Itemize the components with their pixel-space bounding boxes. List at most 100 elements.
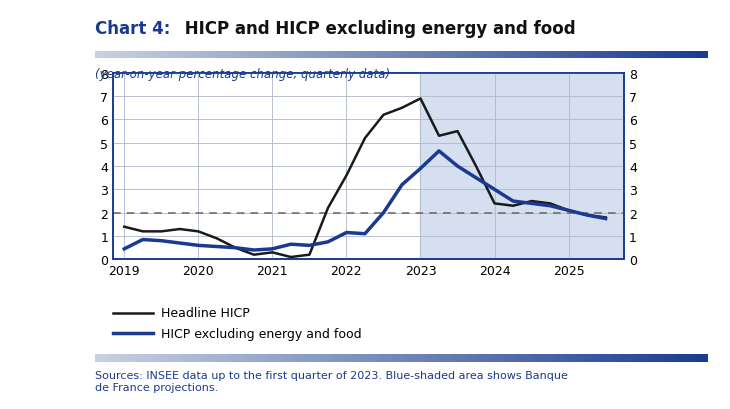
Bar xyxy=(291,52,294,59)
Bar xyxy=(110,52,113,59)
Bar xyxy=(457,355,460,362)
Bar xyxy=(662,355,665,362)
Bar xyxy=(637,355,641,362)
Bar xyxy=(491,355,493,362)
Bar xyxy=(411,52,414,59)
Bar xyxy=(453,52,457,59)
Bar xyxy=(174,52,177,59)
Bar xyxy=(356,52,358,59)
Bar xyxy=(524,355,527,362)
Bar xyxy=(472,355,475,362)
Bar xyxy=(552,52,555,59)
Bar xyxy=(503,355,506,362)
Bar xyxy=(672,355,675,362)
Bar xyxy=(346,52,350,59)
Bar xyxy=(515,52,518,59)
Text: HICP excluding energy and food: HICP excluding energy and food xyxy=(161,327,361,340)
Bar xyxy=(310,355,312,362)
Bar xyxy=(386,52,389,59)
Bar xyxy=(98,52,101,59)
Bar xyxy=(300,355,304,362)
Bar xyxy=(527,355,530,362)
Bar xyxy=(150,355,153,362)
Bar xyxy=(361,52,365,59)
Bar xyxy=(662,52,665,59)
Bar xyxy=(499,355,503,362)
Bar xyxy=(426,52,429,59)
Bar xyxy=(223,355,227,362)
Bar xyxy=(273,52,276,59)
Bar xyxy=(196,355,199,362)
Bar xyxy=(356,355,358,362)
Bar xyxy=(537,355,539,362)
Bar xyxy=(291,355,294,362)
Bar xyxy=(196,52,199,59)
Bar xyxy=(169,355,172,362)
Bar xyxy=(101,355,104,362)
Bar xyxy=(610,355,613,362)
Bar xyxy=(634,52,637,59)
Bar xyxy=(300,52,304,59)
Bar xyxy=(539,355,542,362)
Bar xyxy=(312,52,315,59)
Bar xyxy=(236,355,239,362)
Bar xyxy=(98,355,101,362)
Bar xyxy=(386,355,389,362)
Bar xyxy=(307,355,310,362)
Bar xyxy=(690,355,693,362)
Bar xyxy=(223,52,227,59)
Bar xyxy=(266,52,269,59)
Bar xyxy=(447,355,450,362)
Bar xyxy=(545,52,549,59)
Bar xyxy=(420,52,423,59)
Bar xyxy=(319,52,322,59)
Bar xyxy=(104,52,107,59)
Bar xyxy=(190,52,193,59)
Bar xyxy=(215,52,218,59)
Bar xyxy=(677,52,680,59)
Bar xyxy=(521,355,524,362)
Bar xyxy=(493,355,496,362)
Bar xyxy=(227,52,230,59)
Bar xyxy=(337,52,340,59)
Bar xyxy=(696,355,699,362)
Bar xyxy=(107,52,110,59)
Bar xyxy=(181,355,184,362)
Bar xyxy=(350,52,353,59)
Bar xyxy=(162,355,166,362)
Bar xyxy=(420,355,423,362)
Bar xyxy=(242,52,245,59)
Bar xyxy=(699,355,702,362)
Bar xyxy=(159,355,162,362)
Bar xyxy=(585,355,588,362)
Bar xyxy=(469,355,472,362)
Bar xyxy=(607,52,610,59)
Bar xyxy=(438,52,442,59)
Bar xyxy=(205,52,208,59)
Bar xyxy=(107,355,110,362)
Bar xyxy=(561,52,564,59)
Bar xyxy=(407,355,411,362)
Bar xyxy=(128,52,131,59)
Bar xyxy=(193,52,196,59)
Bar xyxy=(251,355,254,362)
Bar xyxy=(601,355,604,362)
Bar xyxy=(453,355,457,362)
Bar xyxy=(113,355,116,362)
Bar xyxy=(613,355,616,362)
Bar xyxy=(463,52,466,59)
Bar xyxy=(631,355,634,362)
Bar xyxy=(432,355,435,362)
Bar xyxy=(368,52,371,59)
Bar xyxy=(288,52,291,59)
Bar xyxy=(245,355,248,362)
Bar xyxy=(604,52,607,59)
Bar xyxy=(288,355,291,362)
Bar xyxy=(555,52,558,59)
Bar xyxy=(199,355,202,362)
Bar xyxy=(616,355,619,362)
Bar xyxy=(147,355,150,362)
Bar xyxy=(153,355,156,362)
Bar xyxy=(266,355,269,362)
Bar xyxy=(116,52,120,59)
